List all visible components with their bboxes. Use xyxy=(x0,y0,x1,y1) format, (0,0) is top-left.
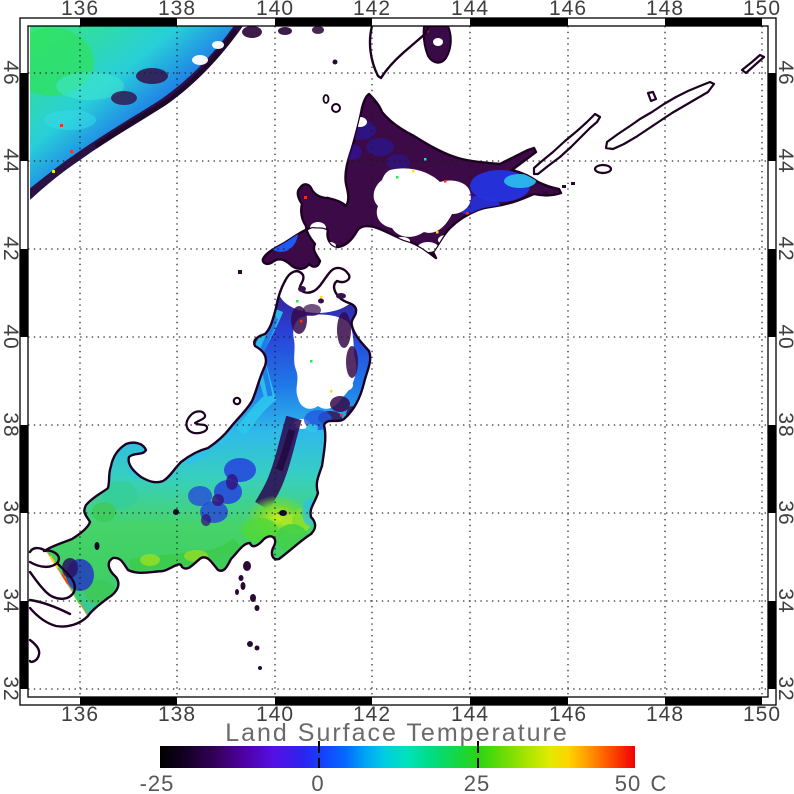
lon-tick-label: 144 xyxy=(450,0,490,20)
map-frame xyxy=(19,17,777,706)
colorbar-tick xyxy=(477,741,479,753)
honshu-coastline xyxy=(28,266,372,664)
lat-tick-label: 36 xyxy=(0,500,22,526)
lon-tick-label: 138 xyxy=(157,703,197,726)
lat-tick-label: 46 xyxy=(0,60,22,86)
lat-tick-label: 44 xyxy=(774,148,794,174)
lon-tick-label: 136 xyxy=(60,0,100,20)
colorbar-tick xyxy=(477,758,479,768)
lat-tick-label: 44 xyxy=(0,148,22,174)
aomori-specks xyxy=(298,286,346,304)
lat-tick-label: 34 xyxy=(0,588,22,614)
honshu-landmass xyxy=(28,266,372,664)
colorbar-title: Land Surface Temperature xyxy=(225,719,569,747)
russia-landmass xyxy=(30,26,338,200)
kuril-islands-outline xyxy=(532,53,766,176)
colorbar-tick-label: 25 xyxy=(463,771,491,794)
lat-tick-label: 40 xyxy=(0,324,22,350)
colorbar-tick xyxy=(318,741,320,753)
lat-tick-label: 32 xyxy=(0,676,22,702)
lat-tick-label: 38 xyxy=(774,412,794,438)
lon-tick-label: 148 xyxy=(645,703,685,726)
lat-tick-label: 34 xyxy=(774,588,794,614)
izu-islands xyxy=(235,561,262,670)
lat-tick-label: 32 xyxy=(774,676,794,702)
colorbar-tick-label: -25 xyxy=(139,771,175,794)
lon-tick-label: 142 xyxy=(352,703,392,726)
lon-tick-label: 138 xyxy=(157,0,197,20)
habomai-islets xyxy=(543,182,575,194)
islet-dot xyxy=(238,270,242,274)
lon-tick-label: 150 xyxy=(742,703,782,726)
sado-island-outline xyxy=(185,396,242,435)
lon-tick-label: 144 xyxy=(450,703,490,726)
lon-tick-label: 146 xyxy=(548,703,588,726)
colorbar-tick-label: 0 xyxy=(311,771,325,794)
colorbar-tick-label: 50 xyxy=(614,771,642,794)
lat-tick-label: 38 xyxy=(0,412,22,438)
swath-edge-line xyxy=(45,549,89,617)
colorbar-unit-label: C xyxy=(650,771,668,794)
colorbar-gradient xyxy=(160,746,635,768)
lat-tick-label: 46 xyxy=(774,60,794,86)
lon-tick-label: 150 xyxy=(742,0,782,20)
lon-tick-label: 146 xyxy=(548,0,588,20)
lon-tick-label: 140 xyxy=(255,703,295,726)
colorbar-tick xyxy=(318,758,320,768)
lat-tick-label: 42 xyxy=(0,236,22,262)
lon-tick-label: 148 xyxy=(645,0,685,20)
sakhalin-outline xyxy=(368,26,452,80)
lat-tick-label: 42 xyxy=(774,236,794,262)
lat-tick-label: 36 xyxy=(774,500,794,526)
lon-tick-label: 142 xyxy=(352,0,392,20)
lon-tick-label: 136 xyxy=(60,703,100,726)
lat-tick-label: 40 xyxy=(774,324,794,350)
lon-tick-label: 140 xyxy=(255,0,295,20)
